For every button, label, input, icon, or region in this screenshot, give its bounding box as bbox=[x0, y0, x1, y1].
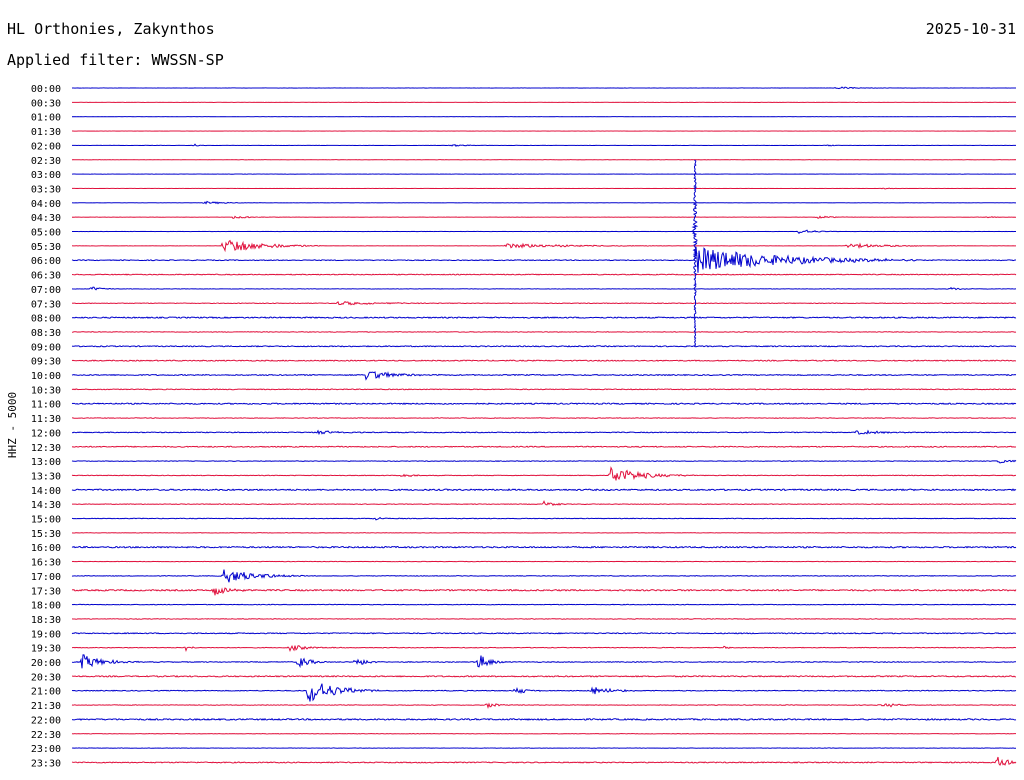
trace-line bbox=[71, 756, 1017, 766]
time-label: 22:00 bbox=[31, 715, 61, 726]
time-label: 08:00 bbox=[31, 314, 61, 325]
time-label: 18:30 bbox=[31, 615, 61, 626]
time-label: 23:00 bbox=[31, 744, 61, 755]
trace-line bbox=[71, 316, 1017, 319]
time-label: 23:30 bbox=[31, 758, 61, 769]
trace-line bbox=[71, 618, 1017, 620]
trace-line bbox=[71, 273, 1017, 276]
trace-line bbox=[71, 674, 1017, 678]
time-label: 20:00 bbox=[31, 658, 61, 669]
trace-line bbox=[71, 516, 1017, 521]
time-label: 00:30 bbox=[31, 98, 61, 109]
trace-line bbox=[71, 359, 1017, 362]
time-label: 22:30 bbox=[31, 730, 61, 741]
time-label: 15:00 bbox=[31, 515, 61, 526]
time-label: 08:30 bbox=[31, 328, 61, 339]
trace-line bbox=[71, 143, 1017, 147]
trace-line bbox=[71, 645, 1017, 653]
time-label: 11:00 bbox=[31, 400, 61, 411]
trace-line bbox=[71, 654, 1017, 669]
time-label: 03:30 bbox=[31, 184, 61, 195]
trace-line bbox=[71, 545, 1017, 549]
time-label: 01:00 bbox=[31, 113, 61, 124]
time-label: 11:30 bbox=[31, 414, 61, 425]
filter-line: Applied filter: WWSSN-SP bbox=[7, 51, 224, 69]
trace-line bbox=[71, 466, 1017, 481]
filter-value: WWSSN-SP bbox=[151, 51, 224, 69]
trace-line bbox=[71, 445, 1017, 448]
trace-line bbox=[71, 683, 1017, 702]
time-label: 09:00 bbox=[31, 342, 61, 353]
trace-line bbox=[71, 417, 1017, 419]
time-label: 02:30 bbox=[31, 156, 61, 167]
station-title: HL Orthonies, Zakynthos bbox=[7, 20, 215, 38]
time-label: 06:00 bbox=[31, 256, 61, 267]
trace-line bbox=[71, 200, 1017, 205]
time-label: 03:00 bbox=[31, 170, 61, 181]
time-label: 13:00 bbox=[31, 457, 61, 468]
trace-line bbox=[71, 587, 1017, 596]
time-label: 07:00 bbox=[31, 285, 61, 296]
time-label: 04:00 bbox=[31, 199, 61, 210]
time-label: 19:30 bbox=[31, 644, 61, 655]
time-label: 14:30 bbox=[31, 500, 61, 511]
time-label: 17:00 bbox=[31, 572, 61, 583]
trace-line bbox=[71, 246, 1017, 273]
trace-line bbox=[71, 300, 1017, 306]
trace-line bbox=[71, 603, 1017, 606]
time-label: 07:30 bbox=[31, 299, 61, 310]
trace-line bbox=[71, 388, 1017, 391]
event-trace bbox=[691, 159, 699, 347]
trace-line bbox=[71, 429, 1017, 436]
time-label: 13:30 bbox=[31, 471, 61, 482]
time-label: 09:30 bbox=[31, 357, 61, 368]
trace-line bbox=[71, 331, 1017, 333]
time-label: 20:30 bbox=[31, 672, 61, 683]
time-label: 05:30 bbox=[31, 242, 61, 253]
trace-line bbox=[71, 488, 1017, 492]
time-label: 16:00 bbox=[31, 543, 61, 554]
time-label: 10:00 bbox=[31, 371, 61, 382]
time-label: 10:30 bbox=[31, 385, 61, 396]
time-label: 16:30 bbox=[31, 558, 61, 569]
time-label: 14:00 bbox=[31, 486, 61, 497]
trace-line bbox=[71, 215, 1017, 219]
time-label: 04:30 bbox=[31, 213, 61, 224]
time-label: 17:30 bbox=[31, 586, 61, 597]
time-label: 00:00 bbox=[31, 84, 61, 95]
filter-label: Applied filter: bbox=[7, 51, 143, 69]
time-label: 12:00 bbox=[31, 428, 61, 439]
time-label: 01:30 bbox=[31, 127, 61, 138]
trace-line bbox=[71, 702, 1017, 710]
trace-line bbox=[71, 229, 1017, 235]
trace-line bbox=[71, 239, 1017, 253]
time-label: 05:00 bbox=[31, 228, 61, 239]
time-label: 18:00 bbox=[31, 601, 61, 612]
trace-line bbox=[71, 569, 1017, 583]
trace-line bbox=[71, 345, 1017, 348]
time-label: 02:00 bbox=[31, 141, 61, 152]
time-label: 21:30 bbox=[31, 701, 61, 712]
trace-line bbox=[71, 717, 1017, 721]
trace-line bbox=[71, 632, 1017, 635]
trace-line bbox=[71, 371, 1017, 381]
trace-line bbox=[71, 86, 1016, 90]
trace-line bbox=[71, 459, 1017, 464]
time-label: 12:30 bbox=[31, 443, 61, 454]
time-label: 19:00 bbox=[31, 629, 61, 640]
trace-rows: 00:00 00:30 01:00 01:30 02:00 02:30 03:00 03:30… bbox=[31, 84, 1017, 769]
trace-line bbox=[71, 402, 1017, 406]
time-label: 15:30 bbox=[31, 529, 61, 540]
trace-line bbox=[71, 286, 1017, 291]
time-label: 21:00 bbox=[31, 687, 61, 698]
time-label: 06:30 bbox=[31, 271, 61, 282]
trace-line bbox=[71, 187, 1017, 190]
channel-label: HHZ - 5000 bbox=[6, 392, 19, 458]
date-label: 2025-10-31 bbox=[925, 20, 1016, 38]
trace-line bbox=[71, 500, 1017, 507]
